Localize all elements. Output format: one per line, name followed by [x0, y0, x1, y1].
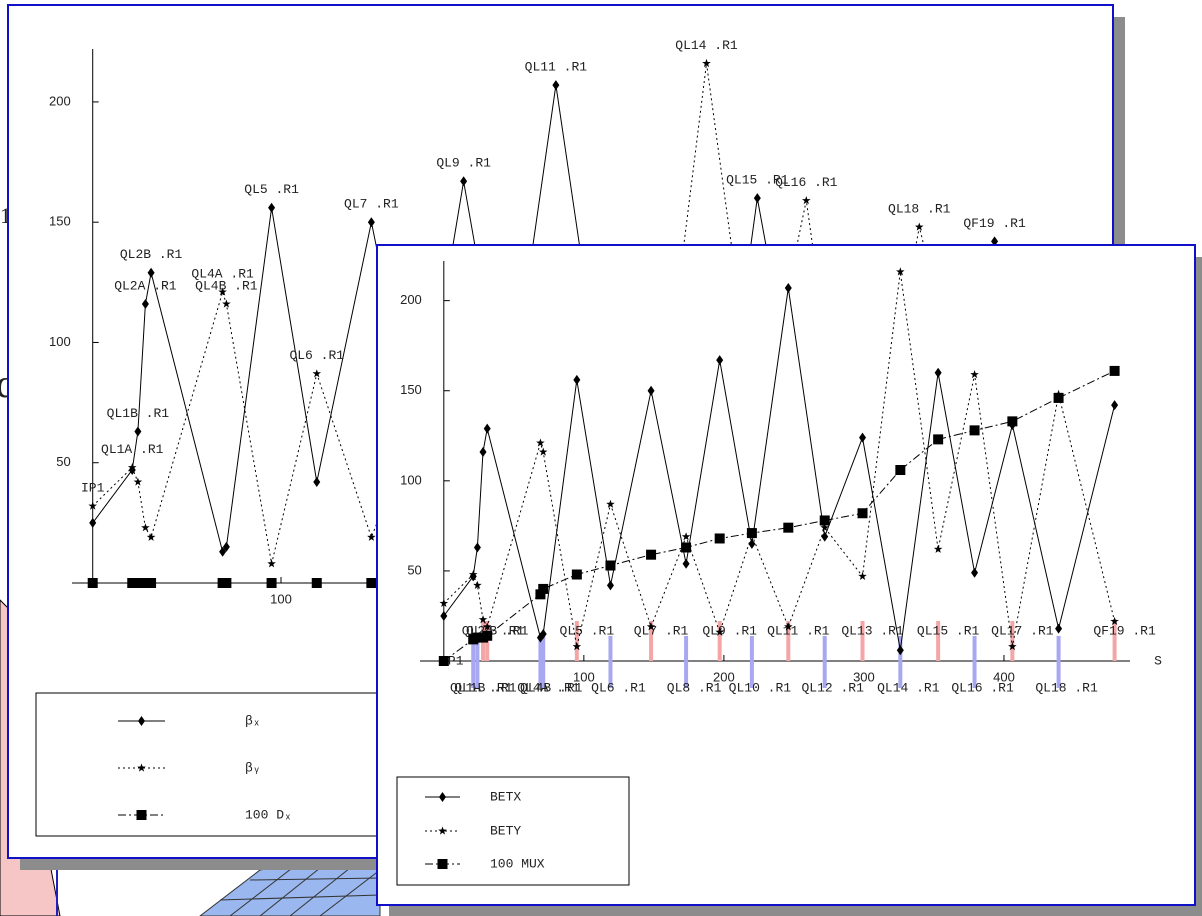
element-label: QL13 .R1: [841, 623, 904, 638]
annotation: QL9 .R1: [436, 156, 491, 171]
screen: 1 d 50100150200100200300400IP1QL1A .R1QL…: [0, 0, 1202, 916]
element-label: QL18 .R1: [1035, 680, 1098, 695]
square-marker: [970, 425, 980, 435]
y-tick-label: 50: [407, 562, 421, 577]
square-marker: [146, 578, 156, 588]
y-tick-label: 100: [49, 334, 71, 349]
annotation: QL6 .R1: [289, 348, 344, 363]
element-label: QF19 .R1: [1093, 623, 1156, 638]
annotation: QL5 .R1: [244, 182, 299, 197]
square-marker: [933, 434, 943, 444]
square-marker: [366, 578, 376, 588]
annotation: QL18 .R1: [888, 201, 951, 216]
square-marker: [267, 578, 277, 588]
annotation: QL2B .R1: [120, 247, 183, 262]
element-label: QL16 .R1: [951, 680, 1014, 695]
square-marker: [820, 515, 830, 525]
x-tick-label: 100: [270, 591, 292, 606]
legend-label: βᵧ: [245, 760, 261, 775]
annotation: QL14 .R1: [675, 38, 738, 53]
square-marker: [895, 465, 905, 475]
legend-label: 100 MUX: [490, 856, 545, 871]
annotation: QL2A .R1: [114, 278, 177, 293]
legend-label: βₓ: [245, 713, 261, 728]
legend-label: BETX: [490, 789, 521, 804]
element-label: QL1B .R1: [454, 680, 517, 695]
element-label: QL5 .R1: [560, 623, 615, 638]
annotation: QL7 .R1: [344, 197, 399, 212]
legend-label: BETY: [490, 823, 521, 838]
element-label: QL12 .R1: [802, 680, 865, 695]
element-label: QL9 .R1: [702, 623, 757, 638]
square-marker: [312, 578, 322, 588]
square-marker: [439, 656, 449, 666]
square-marker: [538, 584, 548, 594]
square-marker: [605, 561, 615, 571]
y-tick-label: 200: [49, 93, 71, 108]
legend-marker: [438, 859, 448, 869]
element-label: QL10 .R1: [729, 680, 792, 695]
element-label: QL15 .R1: [917, 623, 980, 638]
square-marker: [858, 508, 868, 518]
annotation: QF19 .R1: [963, 216, 1026, 231]
annotation: QL1A .R1: [101, 442, 164, 457]
square-marker: [572, 570, 582, 580]
y-tick-label: 200: [400, 292, 422, 307]
y-tick-label: 100: [400, 472, 422, 487]
square-marker: [783, 523, 793, 533]
element-label: QL4B .R1: [520, 680, 583, 695]
square-marker: [88, 578, 98, 588]
y-tick-label: 50: [56, 454, 70, 469]
annotation: QL4B .R1: [195, 278, 258, 293]
annotation: IP1: [81, 480, 105, 495]
legend-marker: [137, 810, 147, 820]
y-tick-label: 150: [49, 214, 71, 229]
element-label: QL8 .R1: [667, 680, 722, 695]
square-marker: [747, 528, 757, 538]
annotation: QL11 .R1: [525, 60, 588, 75]
element-label: QL7 .R1: [634, 623, 689, 638]
square-marker: [1110, 366, 1120, 376]
square-marker: [221, 578, 231, 588]
square-marker: [646, 550, 656, 560]
square-marker: [681, 542, 691, 552]
square-marker: [1054, 393, 1064, 403]
element-label: QL17 .R1: [991, 623, 1054, 638]
x-axis-label: S: [1154, 653, 1162, 668]
element-label: QL11 .R1: [767, 623, 830, 638]
element-label: QL14 .R1: [877, 680, 940, 695]
annotation: QL16 .R1: [775, 175, 838, 190]
square-marker: [715, 533, 725, 543]
legend-label: 100 Dₓ: [245, 807, 292, 822]
square-marker: [1007, 416, 1017, 426]
element-label: QL6 .R1: [591, 680, 646, 695]
square-marker: [482, 631, 492, 641]
y-tick-label: 150: [400, 382, 422, 397]
annotation: QL1B .R1: [107, 406, 170, 421]
